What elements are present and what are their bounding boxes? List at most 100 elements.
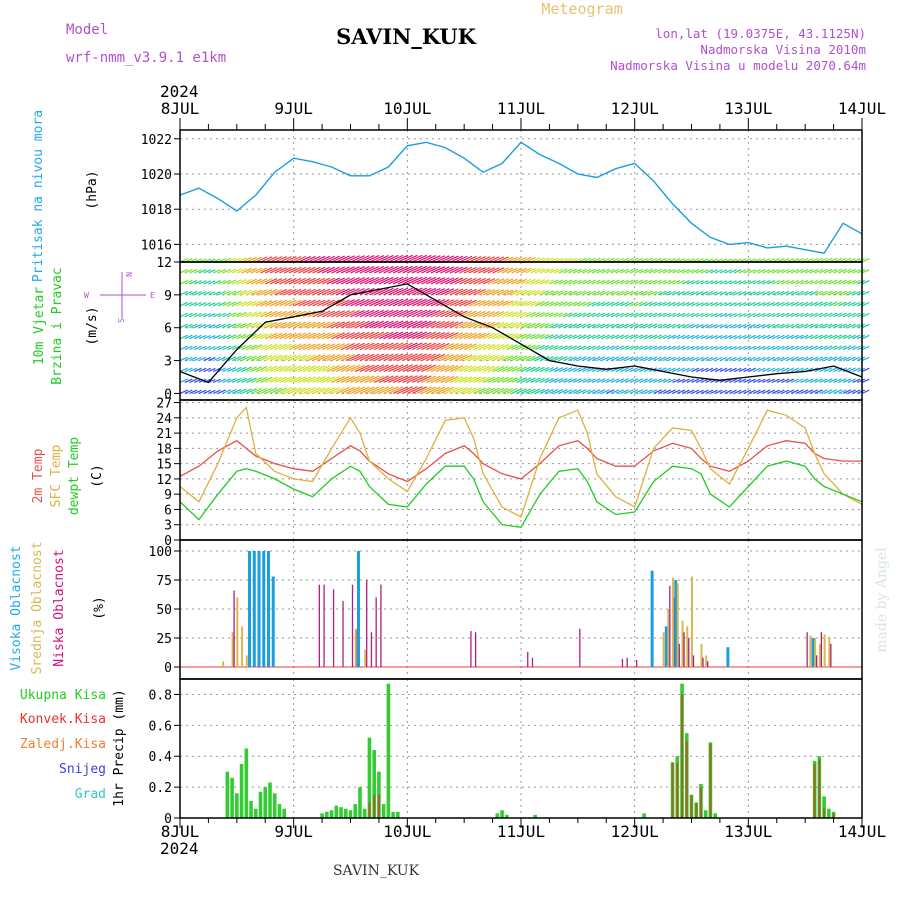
wind-barb <box>553 323 564 329</box>
conv-precip-bar <box>709 743 712 818</box>
wind-barb <box>497 289 509 296</box>
wind-barb <box>648 279 658 285</box>
wind-barb <box>435 266 450 274</box>
wind-barb <box>733 367 742 373</box>
wind-barb <box>852 345 861 351</box>
wind-barb <box>572 268 582 274</box>
high-cloud-bar <box>674 580 678 667</box>
wind-barb <box>511 278 523 285</box>
wind-barb <box>752 356 761 362</box>
mid-cloud-bar <box>236 597 239 667</box>
wind-barb <box>345 353 360 362</box>
wind-barb <box>738 389 747 394</box>
wind-barb <box>487 376 500 384</box>
wind-barb <box>241 333 252 340</box>
bottom-day-label: 9JUL <box>274 822 313 841</box>
wind-barb <box>388 254 404 263</box>
wind-barb <box>444 343 459 351</box>
wind-barb <box>478 288 491 296</box>
wind-barb <box>705 367 714 373</box>
wind-barb <box>828 268 838 274</box>
wind-barb <box>326 299 341 307</box>
wind-barb <box>440 310 455 318</box>
wind-barb <box>686 345 695 351</box>
wind-barb <box>440 343 455 351</box>
wind-barb <box>411 364 428 373</box>
wind-barb <box>691 312 700 318</box>
wind-barb <box>511 388 523 394</box>
wind-barb <box>416 342 432 351</box>
wind-barb <box>227 301 237 307</box>
conv-precip-bar <box>695 802 698 818</box>
wind-barb <box>790 268 799 274</box>
wind-barb <box>681 301 690 307</box>
wind-barb <box>283 365 297 373</box>
wind-barb <box>762 312 771 318</box>
wind-barb <box>212 389 221 394</box>
wind-barb <box>658 334 667 340</box>
wind-barb <box>198 280 207 285</box>
wind-barb <box>572 279 582 285</box>
wind-barb <box>369 309 385 318</box>
wind-barb <box>482 256 496 263</box>
wind-barb <box>549 334 559 340</box>
total-precip-bar <box>339 807 343 818</box>
wind-barb <box>553 345 564 351</box>
wind-barb <box>729 312 737 318</box>
wind-barb <box>629 268 639 274</box>
wind-barb <box>426 331 441 340</box>
wind-barb <box>501 387 514 394</box>
top-day-label: 12JUL <box>611 99 659 118</box>
wind-barb <box>643 312 653 318</box>
wind-barb <box>298 266 312 274</box>
wind-barb <box>497 278 509 285</box>
wind-barb <box>283 354 297 362</box>
wind-barb <box>454 277 468 285</box>
wind-barb <box>771 345 780 351</box>
wind-barb <box>833 389 843 394</box>
wind-barb <box>402 265 418 274</box>
wind-barb <box>435 342 450 351</box>
precip-legend-total: Ukupna Kisa <box>20 688 106 703</box>
wind-barb <box>364 265 380 274</box>
wind-barb <box>568 290 578 296</box>
wind-barb <box>260 278 273 285</box>
wind-barb <box>606 323 615 329</box>
wind-barb <box>819 279 828 285</box>
wind-barb <box>814 268 823 274</box>
wind-barb <box>260 311 273 318</box>
wind-barb <box>473 310 486 318</box>
wind-barb <box>582 345 592 351</box>
wind-barb <box>340 321 355 329</box>
wind-barb <box>563 312 573 318</box>
wind-barb <box>265 365 278 373</box>
low-cloud-bar <box>527 651 529 667</box>
wind-barb <box>265 256 278 263</box>
wind-barb <box>364 375 380 384</box>
wind-barb <box>658 389 667 394</box>
wind-barb <box>468 343 482 351</box>
wind-barb <box>667 389 676 394</box>
wind-barb <box>743 269 752 274</box>
wind-barb <box>307 332 321 340</box>
wind-barb <box>767 378 776 384</box>
wind-barb <box>227 268 237 274</box>
wind-barb <box>553 301 564 307</box>
wind-barb <box>771 356 780 362</box>
wind-barb <box>416 353 432 362</box>
wind-barb <box>667 323 676 329</box>
mid-cloud-bar <box>828 636 831 667</box>
wind-barb <box>265 387 278 394</box>
wind-barb <box>421 364 437 373</box>
temp-label-2m: 2m Temp <box>31 448 46 503</box>
wind-barb <box>468 387 482 394</box>
total-precip-bar <box>235 793 239 818</box>
wind-barb <box>823 334 833 340</box>
wind-barb <box>378 331 394 340</box>
conv-precip-bar <box>690 794 693 818</box>
wind-barb <box>435 255 450 263</box>
wind-barb <box>752 280 761 285</box>
wind-barb <box>691 356 700 362</box>
wind-barb <box>681 290 690 296</box>
wind-barb <box>643 345 653 351</box>
